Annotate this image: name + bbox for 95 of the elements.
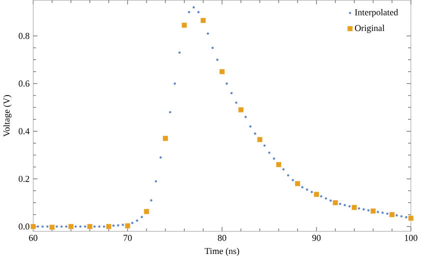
point	[197, 10, 200, 14]
point	[68, 224, 74, 230]
point	[310, 190, 314, 194]
point	[408, 215, 414, 221]
point	[216, 58, 219, 61]
point	[225, 82, 228, 85]
point	[112, 224, 115, 227]
point	[36, 225, 40, 228]
point	[64, 225, 68, 228]
point	[162, 136, 168, 141]
y-tick-label: 0.0	[18, 223, 30, 230]
point	[286, 174, 290, 176]
point	[46, 225, 49, 228]
point	[124, 222, 130, 228]
x-axis-title: Time (ns)	[204, 248, 240, 256]
y-tick-label: 0.8	[18, 32, 30, 39]
point	[329, 199, 332, 202]
point	[116, 224, 120, 227]
point	[154, 180, 158, 182]
point	[49, 224, 55, 230]
point	[370, 208, 376, 214]
point	[249, 125, 252, 128]
legend-label: Interpolated	[354, 8, 398, 18]
point	[206, 32, 210, 35]
point	[230, 92, 233, 94]
y-tick-label: 0.4	[18, 128, 30, 134]
point	[301, 186, 304, 188]
point	[178, 51, 181, 54]
point	[98, 225, 101, 228]
point	[376, 210, 380, 214]
point	[234, 101, 238, 104]
point	[400, 214, 403, 218]
point	[338, 202, 342, 206]
x-tick-label: 90	[312, 234, 321, 241]
point	[324, 196, 328, 200]
point	[84, 225, 86, 228]
point	[60, 225, 63, 228]
point	[358, 206, 360, 210]
x-tick-label: 80	[218, 234, 226, 241]
x-tick-label: 100	[404, 234, 418, 241]
point	[79, 225, 82, 228]
point	[159, 156, 162, 159]
x-tick-label: 60	[29, 234, 38, 241]
point	[381, 211, 384, 214]
point	[174, 82, 176, 85]
point	[87, 224, 93, 230]
point	[106, 224, 112, 230]
point	[56, 225, 58, 228]
point	[254, 132, 256, 135]
point	[320, 194, 323, 198]
point	[282, 168, 285, 171]
point	[131, 222, 134, 224]
point	[268, 151, 271, 154]
point	[395, 214, 398, 216]
point	[292, 178, 294, 182]
point	[367, 208, 370, 212]
point	[352, 204, 357, 210]
point	[136, 219, 138, 222]
point	[93, 225, 96, 228]
point	[140, 216, 144, 218]
point	[244, 116, 247, 118]
point	[257, 136, 263, 142]
y-tick-label: 0.2	[18, 176, 30, 182]
point	[332, 200, 338, 206]
x-tick-label: 70	[124, 234, 132, 241]
point	[150, 198, 153, 202]
point	[348, 204, 351, 208]
legend-label: Original	[355, 24, 384, 33]
point	[30, 224, 36, 230]
point	[168, 110, 172, 114]
point	[188, 10, 190, 14]
y-tick-label: 0.6	[18, 80, 30, 86]
point	[122, 223, 124, 226]
point	[306, 188, 308, 191]
point	[102, 225, 106, 228]
point	[238, 106, 244, 112]
point	[404, 216, 408, 218]
point	[314, 192, 320, 197]
point	[362, 208, 365, 211]
point	[211, 46, 214, 50]
point	[182, 22, 187, 28]
point	[263, 144, 266, 147]
point	[276, 162, 282, 168]
point	[200, 18, 206, 24]
point	[144, 208, 150, 214]
point	[41, 225, 44, 228]
point	[294, 180, 300, 186]
point	[192, 6, 196, 9]
point	[386, 212, 389, 215]
point	[344, 204, 346, 206]
point	[272, 157, 276, 160]
point	[389, 212, 395, 218]
point	[219, 68, 225, 74]
point	[74, 225, 77, 228]
y-axis-title: Voltage (V)	[3, 94, 12, 137]
